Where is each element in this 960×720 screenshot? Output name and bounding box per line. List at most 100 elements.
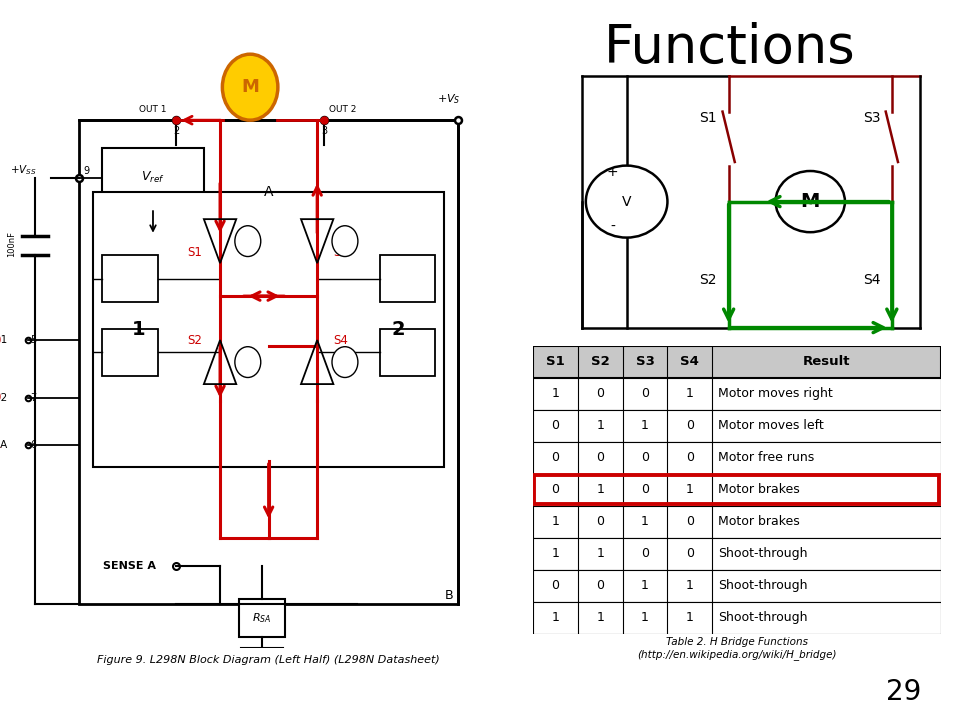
Text: S3: S3 bbox=[333, 246, 348, 258]
Text: 1: 1 bbox=[686, 387, 694, 400]
Circle shape bbox=[235, 226, 261, 256]
Text: B: B bbox=[444, 588, 453, 601]
Text: M: M bbox=[801, 192, 820, 211]
Text: 1: 1 bbox=[641, 579, 649, 592]
Bar bbox=[533, 602, 941, 634]
Circle shape bbox=[332, 347, 358, 377]
Bar bbox=[533, 410, 941, 441]
Text: Functions: Functions bbox=[604, 22, 855, 73]
Text: 1: 1 bbox=[641, 515, 649, 528]
Text: Figure 9. L298N Block Diagram (Left Half) (L298N Datasheet): Figure 9. L298N Block Diagram (Left Half… bbox=[97, 655, 441, 665]
Bar bbox=[533, 377, 941, 410]
Text: 0: 0 bbox=[551, 483, 560, 496]
Bar bbox=[102, 255, 157, 302]
Text: 0: 0 bbox=[596, 451, 604, 464]
Bar bbox=[535, 475, 939, 504]
Bar bbox=[533, 346, 941, 377]
Text: 3: 3 bbox=[321, 126, 327, 136]
Text: 1: 1 bbox=[596, 419, 604, 432]
Text: 1: 1 bbox=[641, 419, 649, 432]
Text: V: V bbox=[622, 194, 632, 209]
Text: Motor moves left: Motor moves left bbox=[718, 419, 825, 432]
Text: 0: 0 bbox=[641, 483, 649, 496]
Text: 0: 0 bbox=[641, 451, 649, 464]
Text: S1: S1 bbox=[546, 355, 564, 368]
Text: Table 2. H Bridge Functions
(http://en.wikipedia.org/wiki/H_bridge): Table 2. H Bridge Functions (http://en.w… bbox=[637, 637, 837, 660]
Text: Shoot-through: Shoot-through bbox=[718, 579, 808, 592]
Bar bbox=[533, 505, 941, 538]
Text: S4: S4 bbox=[863, 274, 880, 287]
Text: 1: 1 bbox=[551, 515, 559, 528]
Bar bbox=[533, 570, 941, 602]
Bar bbox=[533, 474, 941, 505]
Text: 0: 0 bbox=[551, 579, 560, 592]
Text: S1: S1 bbox=[700, 112, 717, 125]
Text: S3: S3 bbox=[863, 112, 880, 125]
Text: S1: S1 bbox=[187, 246, 202, 258]
Text: $+V_S$: $+V_S$ bbox=[437, 93, 461, 107]
Text: +: + bbox=[607, 166, 618, 179]
Circle shape bbox=[776, 171, 845, 232]
Bar bbox=[239, 598, 285, 637]
Text: 1: 1 bbox=[641, 611, 649, 624]
Text: 29: 29 bbox=[886, 678, 922, 706]
Text: S2: S2 bbox=[700, 274, 717, 287]
Text: -: - bbox=[610, 220, 614, 233]
Circle shape bbox=[332, 226, 358, 256]
Bar bbox=[102, 148, 204, 208]
Text: Motor brakes: Motor brakes bbox=[718, 515, 801, 528]
Text: 9: 9 bbox=[84, 166, 89, 176]
Bar bbox=[93, 192, 444, 467]
Circle shape bbox=[586, 166, 667, 238]
Bar bbox=[379, 255, 435, 302]
Text: 0: 0 bbox=[596, 579, 604, 592]
Text: Shoot-through: Shoot-through bbox=[718, 611, 808, 624]
Text: 2: 2 bbox=[392, 320, 405, 338]
Text: S3: S3 bbox=[636, 355, 655, 368]
Text: 0: 0 bbox=[551, 419, 560, 432]
Text: S2: S2 bbox=[590, 355, 610, 368]
Text: S4: S4 bbox=[333, 333, 348, 346]
Text: 100nF: 100nF bbox=[8, 231, 16, 257]
Circle shape bbox=[235, 347, 261, 377]
Circle shape bbox=[223, 54, 277, 120]
Text: S4: S4 bbox=[681, 355, 699, 368]
Text: 1: 1 bbox=[596, 611, 604, 624]
Bar bbox=[79, 120, 458, 604]
Text: 1: 1 bbox=[596, 483, 604, 496]
Text: SENSE A: SENSE A bbox=[104, 561, 156, 570]
Text: $R_{SA}$: $R_{SA}$ bbox=[252, 611, 272, 625]
Text: 0: 0 bbox=[596, 515, 604, 528]
Text: 1: 1 bbox=[551, 387, 559, 400]
Text: 1: 1 bbox=[686, 483, 694, 496]
Bar bbox=[102, 329, 157, 376]
Text: 1: 1 bbox=[551, 547, 559, 560]
Text: 0: 0 bbox=[551, 451, 560, 464]
Text: OUT 1: OUT 1 bbox=[139, 105, 167, 114]
Text: 0: 0 bbox=[641, 547, 649, 560]
Bar bbox=[533, 441, 941, 474]
Bar bbox=[379, 329, 435, 376]
Text: A: A bbox=[264, 184, 274, 199]
Bar bbox=[533, 538, 941, 570]
Text: 1: 1 bbox=[686, 579, 694, 592]
Text: OUT 2: OUT 2 bbox=[329, 105, 356, 114]
Text: 5: 5 bbox=[31, 335, 36, 345]
Text: 2: 2 bbox=[173, 126, 180, 136]
Text: Motor moves right: Motor moves right bbox=[718, 387, 833, 400]
Text: M: M bbox=[241, 78, 259, 96]
Text: Motor free runs: Motor free runs bbox=[718, 451, 815, 464]
Text: 0: 0 bbox=[685, 451, 694, 464]
Text: EnA: EnA bbox=[0, 440, 8, 449]
Text: 0: 0 bbox=[596, 387, 604, 400]
Text: $V_{ref}$: $V_{ref}$ bbox=[141, 171, 165, 186]
Text: 0: 0 bbox=[685, 515, 694, 528]
Text: 1: 1 bbox=[686, 611, 694, 624]
Text: 1: 1 bbox=[132, 320, 146, 338]
Text: 7: 7 bbox=[31, 393, 36, 402]
Text: 6: 6 bbox=[31, 440, 36, 449]
Text: 1: 1 bbox=[551, 611, 559, 624]
Text: In1: In1 bbox=[0, 335, 8, 345]
Text: S2: S2 bbox=[187, 333, 202, 346]
Text: 0: 0 bbox=[685, 547, 694, 560]
